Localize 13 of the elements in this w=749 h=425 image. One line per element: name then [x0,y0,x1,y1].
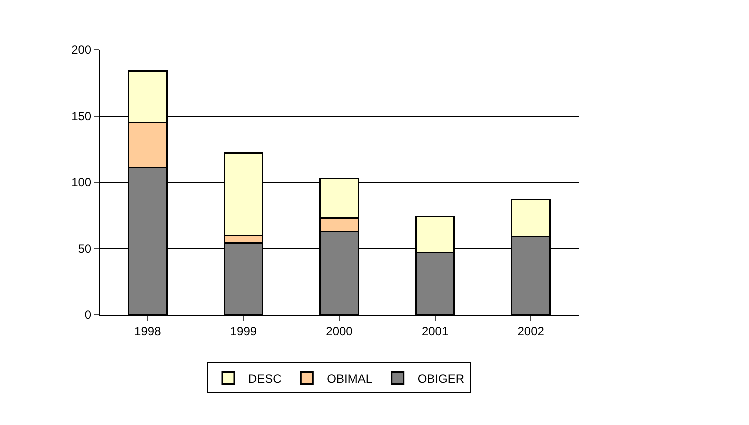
x-tick-label: 1998 [134,324,162,338]
legend-label: OBIGER [418,372,465,386]
legend-label: OBIMAL [327,372,373,386]
y-tick-label: 100 [72,176,92,190]
x-tick-label: 2001 [422,324,449,338]
legend-label: DESC [248,372,282,386]
x-tick-label: 2002 [518,324,545,338]
y-tick-label: 0 [84,308,92,322]
x-tick-label: 2000 [326,324,354,338]
x-tick-label: 1999 [230,324,258,338]
y-tick-label: 200 [72,43,92,58]
y-tick-label: 150 [72,109,92,124]
y-tick-label: 50 [78,242,92,256]
